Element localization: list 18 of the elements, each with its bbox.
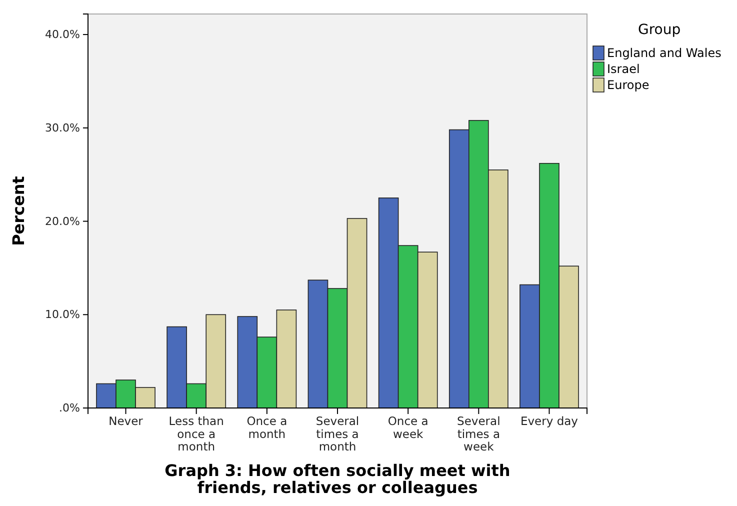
y-axis-title: Percent (9, 176, 28, 246)
x-tick-label: Never (108, 414, 144, 428)
legend-label: England and Wales (607, 46, 722, 60)
legend-label: Israel (607, 62, 640, 76)
y-tick-label: 20.0% (45, 214, 80, 228)
x-tick-label: Less than once a month (168, 414, 224, 454)
y-tick-label: 30.0% (45, 121, 80, 134)
legend-title: Group (638, 22, 681, 38)
x-tick-label: Every day (520, 414, 578, 428)
x-tick-label: Once a month (246, 414, 288, 441)
x-tick-label: Several times a week (457, 414, 500, 454)
x-tick-label: Once a week (388, 414, 428, 441)
y-tick-label: .0% (59, 402, 80, 415)
text: Graph 3: How often socially meet with friends, relatives or colleagues (164, 461, 510, 497)
legend-label: Europe (607, 78, 650, 92)
y-tick-label: 10.0% (45, 308, 80, 322)
x-tick-label: Several times a month (316, 414, 360, 454)
y-tick-label: 40.0% (45, 28, 80, 42)
